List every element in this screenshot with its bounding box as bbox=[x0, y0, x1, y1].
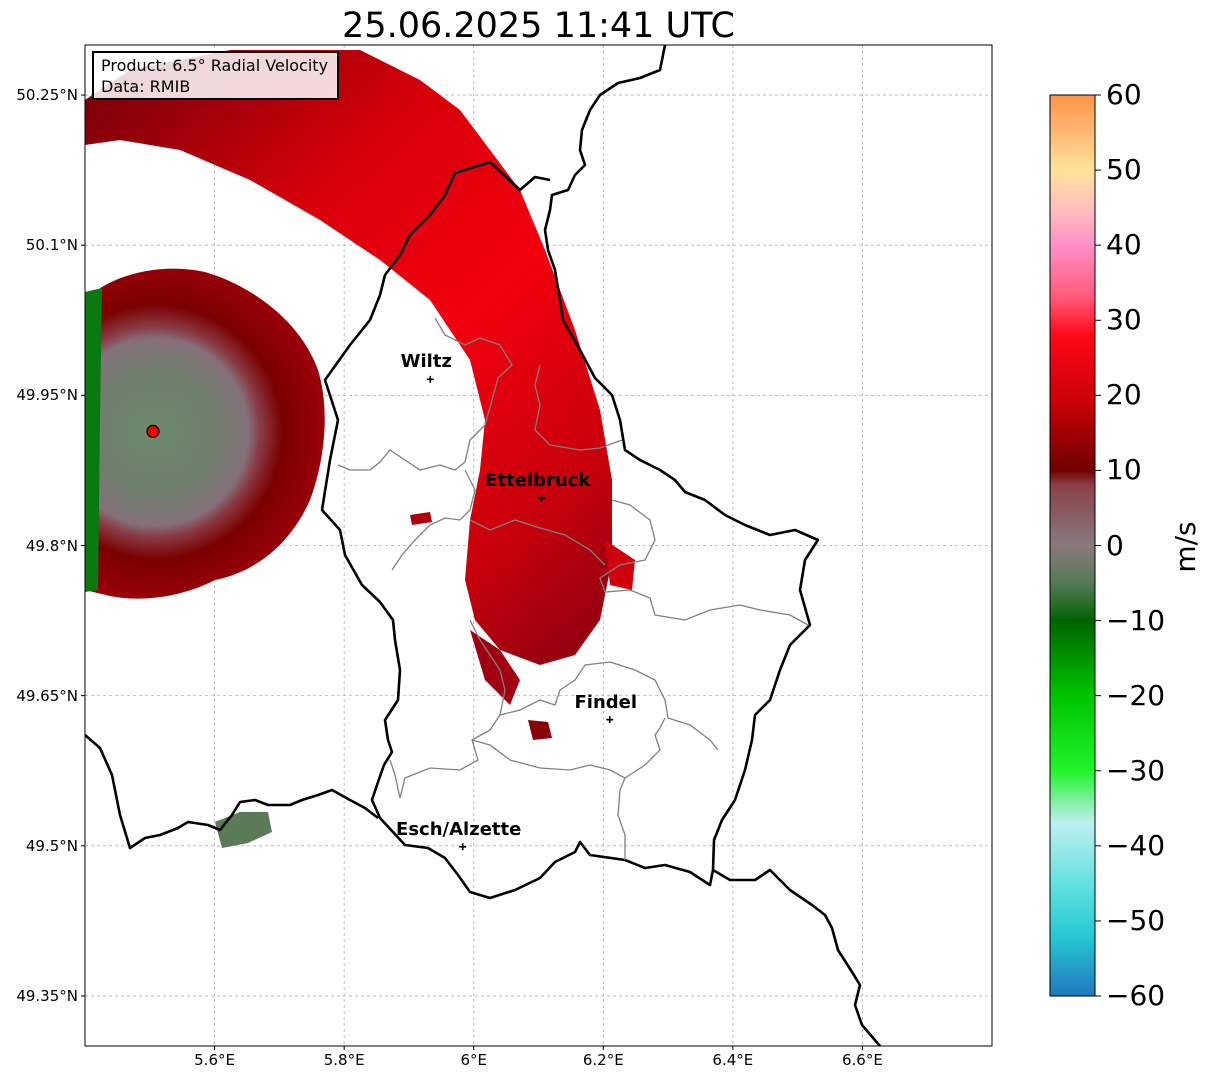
lat-tick-label: 49.5°N bbox=[25, 836, 78, 855]
lat-tick-label: 49.8°N bbox=[25, 536, 78, 555]
city-markers bbox=[426, 375, 614, 851]
lon-tick-label: 6.4°E bbox=[712, 1051, 754, 1069]
radar-echoes bbox=[85, 50, 635, 848]
colorbar-tick-label: −20 bbox=[1106, 678, 1166, 712]
colorbar-tick-label: 50 bbox=[1106, 153, 1142, 187]
city-label: Findel bbox=[574, 691, 638, 713]
echo-fragment-wiltz bbox=[410, 512, 432, 525]
colorbar-tick-label: 30 bbox=[1106, 303, 1142, 337]
echo-near-radar bbox=[85, 268, 325, 599]
colorbar-tick-label: −30 bbox=[1106, 753, 1166, 787]
colorbar-unit-label: m/s bbox=[1169, 521, 1202, 573]
colorbar-tick-label: 60 bbox=[1106, 78, 1142, 111]
city-marker bbox=[538, 494, 546, 502]
lat-tick-label: 49.65°N bbox=[16, 686, 78, 705]
lon-tick-label: 5.8°E bbox=[323, 1051, 365, 1069]
lon-tick-label: 6.2°E bbox=[582, 1051, 624, 1069]
lon-tick-label: 6.6°E bbox=[842, 1051, 883, 1069]
city-label: Ettelbruck bbox=[485, 470, 591, 492]
colorbar-tick-label: 10 bbox=[1106, 453, 1142, 487]
lon-tick-label: 5.6°E bbox=[194, 1051, 235, 1069]
echo-southwest bbox=[215, 812, 272, 848]
colorbar-tick-label: −60 bbox=[1106, 979, 1166, 1012]
city-marker bbox=[459, 843, 467, 851]
city-marker bbox=[606, 716, 614, 724]
colorbar-tick-label: −10 bbox=[1106, 603, 1166, 637]
lat-tick-label: 50.25°N bbox=[16, 86, 78, 105]
lat-tick-label: 49.35°N bbox=[16, 986, 78, 1005]
colorbar-tick-label: −40 bbox=[1106, 828, 1166, 862]
colorbar-tick-label: 20 bbox=[1106, 378, 1142, 412]
map-title: 25.06.2025 11:41 UTC bbox=[342, 6, 735, 46]
city-label: Wiltz bbox=[400, 351, 452, 373]
lat-tick-label: 49.95°N bbox=[16, 386, 78, 405]
echo-band-tail bbox=[470, 630, 520, 705]
colorbar-tick-label: 40 bbox=[1106, 228, 1142, 262]
data-source-label: Data: RMIB bbox=[101, 77, 191, 96]
city-marker bbox=[426, 375, 434, 383]
radar-site-marker bbox=[146, 424, 160, 438]
lat-tick-label: 50.1°N bbox=[25, 236, 78, 255]
echo-band bbox=[85, 50, 612, 665]
colorbar-bar bbox=[1050, 95, 1095, 996]
district-borders bbox=[337, 317, 809, 860]
country-borders bbox=[85, 45, 881, 1046]
radar-site-dot bbox=[146, 424, 160, 438]
lon-tick-label: 6°E bbox=[460, 1051, 487, 1069]
product-label: Product: 6.5° Radial Velocity bbox=[101, 56, 329, 75]
echo-near-radar-green-edge bbox=[85, 288, 102, 592]
city-label: Esch/Alzette bbox=[396, 818, 522, 840]
map-layers bbox=[85, 45, 992, 1046]
product-info-box: Product: 6.5° Radial Velocity Data: RMIB bbox=[92, 51, 339, 100]
colorbar-tick-label: −50 bbox=[1106, 903, 1166, 937]
echo-fragment-south bbox=[528, 720, 552, 740]
colorbar-tick-label: 0 bbox=[1106, 528, 1124, 562]
axis-ticks bbox=[81, 94, 863, 1050]
colorbar bbox=[1049, 94, 1101, 997]
colorbar-ticks bbox=[1095, 94, 1101, 997]
